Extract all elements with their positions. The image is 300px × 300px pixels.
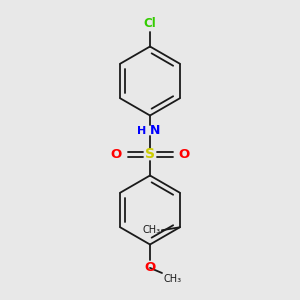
Text: N: N [150,124,161,137]
Text: O: O [111,148,122,161]
Text: H: H [137,125,146,136]
Text: O: O [144,261,156,274]
Text: S: S [145,148,155,161]
Text: Cl: Cl [144,17,156,30]
Text: CH₃: CH₃ [142,225,160,235]
Text: O: O [178,148,189,161]
Text: CH₃: CH₃ [164,274,181,284]
